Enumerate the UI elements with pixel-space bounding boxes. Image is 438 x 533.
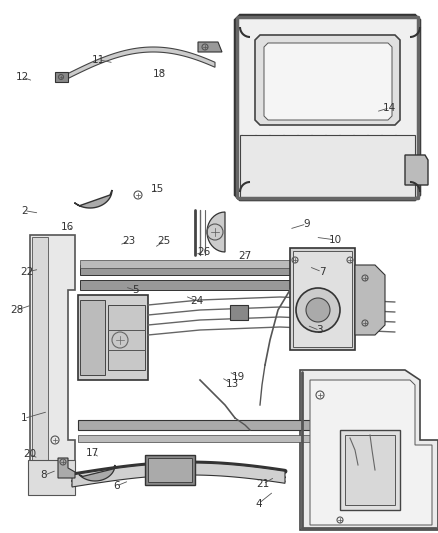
Text: 19: 19 — [232, 372, 245, 382]
Text: 2: 2 — [21, 206, 28, 215]
Polygon shape — [78, 295, 148, 380]
Text: 28: 28 — [10, 305, 23, 315]
Text: 6: 6 — [113, 481, 120, 491]
Polygon shape — [58, 458, 75, 478]
Polygon shape — [80, 280, 350, 290]
Polygon shape — [65, 47, 215, 80]
Text: 20: 20 — [23, 449, 36, 459]
Polygon shape — [235, 15, 420, 200]
Polygon shape — [355, 265, 385, 335]
Text: 10: 10 — [328, 235, 342, 245]
Text: 26: 26 — [197, 247, 210, 256]
Text: 7: 7 — [318, 267, 325, 277]
Text: 25: 25 — [158, 236, 171, 246]
Polygon shape — [74, 190, 112, 208]
Polygon shape — [264, 43, 392, 120]
Circle shape — [296, 288, 340, 332]
Polygon shape — [30, 235, 75, 490]
Text: 5: 5 — [132, 286, 139, 295]
Text: 14: 14 — [383, 103, 396, 112]
Polygon shape — [240, 135, 415, 200]
Polygon shape — [80, 300, 105, 375]
Polygon shape — [28, 460, 75, 495]
Polygon shape — [340, 430, 400, 510]
Polygon shape — [293, 251, 352, 347]
Text: 18: 18 — [153, 69, 166, 78]
Text: 22: 22 — [21, 267, 34, 277]
Polygon shape — [300, 370, 438, 530]
Polygon shape — [80, 260, 350, 268]
Circle shape — [306, 298, 330, 322]
Text: 8: 8 — [40, 471, 47, 480]
Text: 21: 21 — [256, 479, 269, 489]
Polygon shape — [78, 435, 350, 442]
Polygon shape — [345, 435, 395, 505]
Text: 27: 27 — [238, 251, 251, 261]
Polygon shape — [32, 237, 48, 488]
Polygon shape — [405, 155, 428, 185]
Polygon shape — [230, 305, 248, 320]
Polygon shape — [108, 305, 145, 370]
Polygon shape — [55, 72, 68, 82]
Polygon shape — [198, 42, 222, 52]
Polygon shape — [148, 458, 192, 482]
Polygon shape — [79, 465, 115, 481]
Polygon shape — [80, 265, 350, 275]
Text: 9: 9 — [303, 219, 310, 229]
Text: 16: 16 — [61, 222, 74, 231]
Polygon shape — [145, 455, 195, 485]
Text: 1: 1 — [21, 414, 28, 423]
Polygon shape — [255, 35, 400, 125]
Text: 12: 12 — [16, 72, 29, 82]
Text: 4: 4 — [255, 499, 262, 508]
Polygon shape — [290, 248, 355, 350]
Text: 23: 23 — [123, 236, 136, 246]
Polygon shape — [72, 463, 285, 487]
Polygon shape — [207, 212, 225, 252]
Text: 3: 3 — [316, 326, 323, 335]
Text: 24: 24 — [191, 296, 204, 306]
Polygon shape — [310, 380, 432, 525]
Text: 17: 17 — [85, 448, 99, 458]
Text: 15: 15 — [151, 184, 164, 194]
Polygon shape — [78, 420, 350, 430]
Text: 13: 13 — [226, 379, 239, 389]
Text: 11: 11 — [92, 55, 105, 64]
